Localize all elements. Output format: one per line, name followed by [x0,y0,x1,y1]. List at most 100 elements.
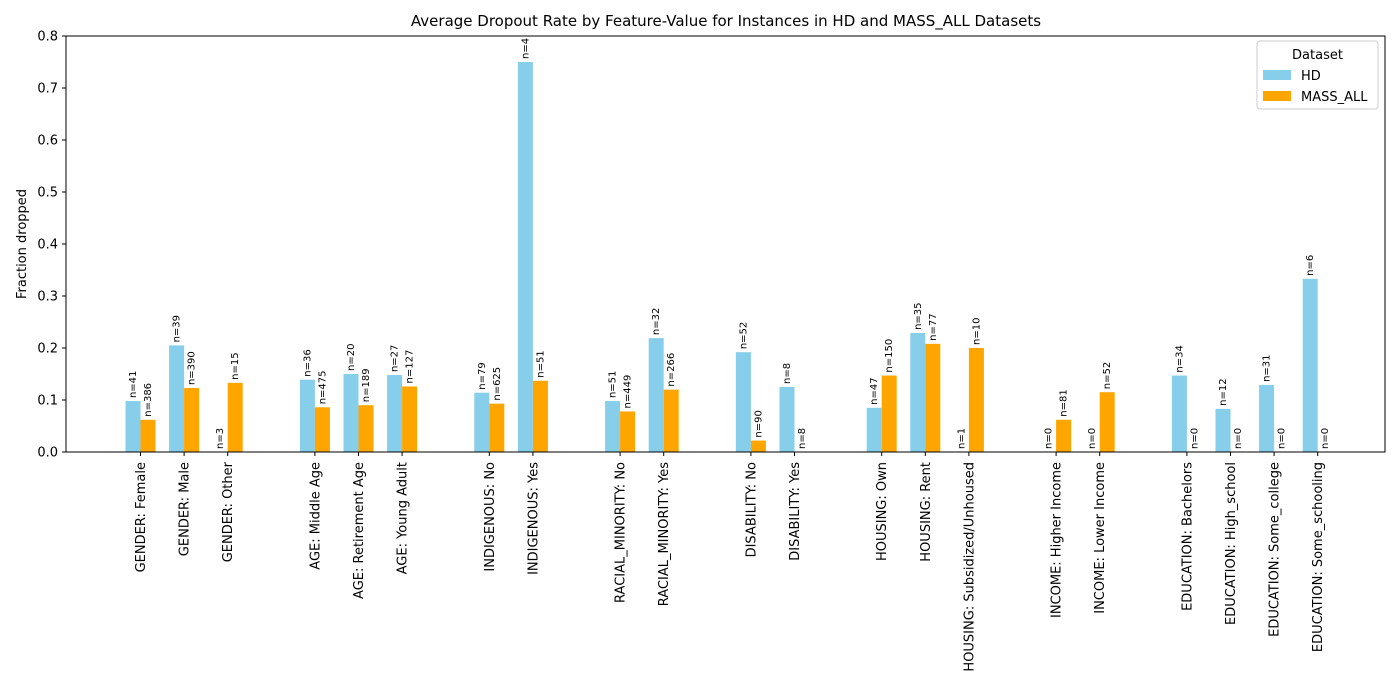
bar-mass-all-2 [227,382,243,452]
bar-count-label: n=51 [608,371,619,398]
bar-hd-7 [517,62,533,452]
x-tick-label: HOUSING: Rent [919,462,934,562]
y-tick-label: 0.1 [37,394,58,409]
x-tick-label: HOUSING: Own [875,462,890,561]
bar-mass-all-6 [489,403,505,452]
bar-count-label: n=39 [172,315,183,342]
bar-count-label: n=52 [738,322,749,349]
legend: Dataset HD MASS_ALL [1256,40,1379,110]
legend-title: Dataset [1292,48,1343,63]
bar-hd-9 [648,338,664,452]
x-tick-label: RACIAL_MINORITY: Yes [657,462,672,606]
bar-count-label: n=150 [884,339,895,373]
bar-mass-all-4 [358,405,374,452]
bar-count-label: n=475 [317,370,328,404]
y-tick-label: 0.6 [37,134,58,149]
plot-frame [65,35,1386,453]
y-tick-label: 0.3 [37,290,58,305]
bar-mass-all-9 [663,389,679,452]
x-tick-label: GENDER: Male [178,462,193,556]
bar-count-label: n=34 [1174,345,1185,372]
chart-title: Average Dropout Rate by Feature-Value fo… [411,12,1041,31]
bar-hd-3 [299,379,315,452]
bar-hd-17 [1171,375,1187,452]
bar-count-label: n=390 [187,351,198,385]
bar-count-label: n=35 [913,302,924,329]
legend-swatch-mass-all [1263,91,1291,101]
x-tick-label: INCOME: Higher Income [1050,462,1065,618]
x-tick-label: INDIGENOUS: Yes [526,462,541,575]
bar-count-label: n=0 [1087,428,1098,449]
bar-count-label: n=625 [492,367,503,401]
bar-count-label: n=8 [797,428,808,449]
bar-count-label: n=3 [215,428,226,449]
bar-count-label: n=6 [1305,255,1316,276]
bar-hd-8 [605,401,621,452]
bar-count-label: n=386 [143,383,154,417]
bar-count-label: n=12 [1218,378,1229,405]
x-tick-label: HOUSING: Subsidized/Unhoused [962,462,977,672]
bar-mass-all-12 [881,375,897,452]
bar-count-label: n=0 [1189,428,1200,449]
legend-label: MASS_ALL [1301,90,1368,105]
legend-label: HD [1301,69,1321,84]
bar-count-label: n=51 [535,350,546,377]
bar-count-label: n=10 [971,318,982,345]
bar-count-label: n=36 [302,349,313,376]
bar-hd-19 [1259,384,1275,452]
bar-count-label: n=0 [1044,428,1055,449]
x-tick-label: RACIAL_MINORITY: No [614,462,629,603]
bar-count-label: n=189 [361,368,372,402]
bar-hd-18 [1215,408,1231,452]
bar-count-label: n=8 [782,363,793,384]
bar-mass-all-7 [532,380,548,452]
bar-mass-all-15 [1056,419,1072,452]
y-axis-label: Fraction dropped [15,189,30,299]
bar-count-label: n=90 [753,410,764,437]
bar-mass-all-13 [925,343,941,452]
x-tick-label: EDUCATION: Bachelors [1180,462,1195,611]
bar-count-label: n=41 [128,371,139,398]
x-tick-label: EDUCATION: Some_college [1268,462,1283,637]
bar-count-label: n=20 [346,344,357,371]
bar-count-label: n=27 [390,345,401,372]
bar-count-label: n=449 [623,375,634,409]
bar-mass-all-14 [968,348,984,452]
x-tick-label: INDIGENOUS: No [483,462,498,572]
bar-count-label: n=15 [230,352,241,379]
bar-mass-all-10 [750,440,766,452]
x-tick-label: GENDER: Female [134,462,149,572]
bar-hd-6 [474,392,490,452]
x-tick-label: EDUCATION: High_school [1224,462,1239,625]
bar-hd-1 [169,345,185,452]
bar-hd-13 [910,332,926,452]
x-tick-label: AGE: Retirement Age [352,462,367,599]
bar-hd-5 [387,375,403,452]
y-tick-label: 0.7 [37,82,58,97]
bar-mass-all-5 [402,386,418,452]
bar-mass-all-1 [184,388,200,452]
bar-count-label: n=47 [869,377,880,404]
y-tick-label: 0.4 [37,238,58,253]
bar-hd-0 [125,401,141,452]
bar-mass-all-0 [140,419,156,452]
bar-count-label: n=31 [1262,354,1273,381]
bar-count-label: n=0 [1277,428,1288,449]
bar-mass-all-16 [1099,392,1115,452]
bar-hd-20 [1302,278,1318,452]
x-tick-label: INCOME: Lower Income [1093,462,1108,614]
bar-count-label: n=266 [666,353,677,387]
bar-count-label: n=4 [520,38,531,59]
bar-count-label: n=79 [477,362,488,389]
bar-hd-11 [779,387,795,452]
bar-hd-10 [735,352,751,452]
bar-count-label: n=0 [1320,428,1331,449]
bar-hd-4 [343,374,359,452]
x-tick-label: AGE: Middle Age [308,462,323,570]
bar-count-label: n=77 [928,313,939,340]
bar-mass-all-8 [620,411,636,452]
y-tick-label: 0.5 [37,186,58,201]
bar-mass-all-3 [314,407,330,452]
x-tick-label: GENDER: Other [221,461,236,562]
y-tick-label: 0.8 [37,30,58,45]
